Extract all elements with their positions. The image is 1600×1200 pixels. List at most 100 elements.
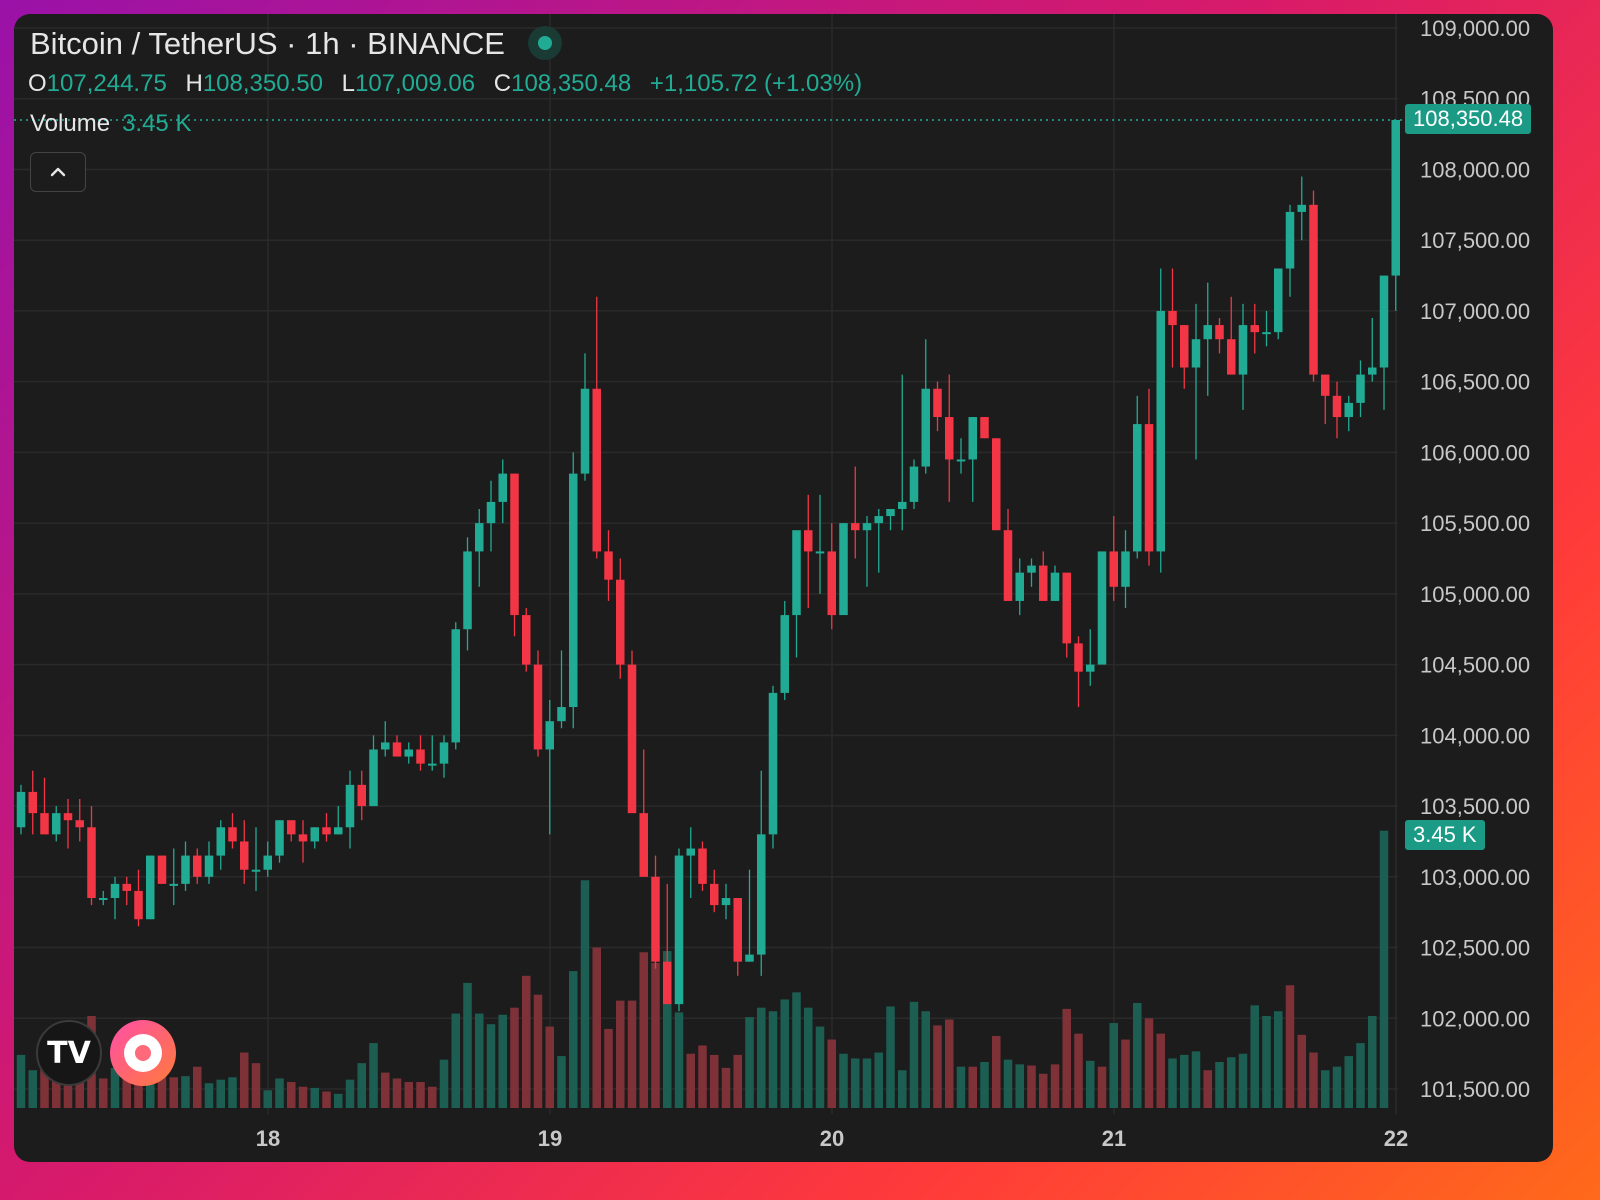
symbol-title[interactable]: Bitcoin / TetherUS · 1h · BINANCE: [30, 26, 505, 61]
candle-body: [851, 523, 860, 531]
candle-body: [1144, 424, 1154, 552]
volume-bar: [921, 1011, 930, 1108]
last-price-badge: 108,350.48: [1405, 103, 1532, 134]
volume-bar: [263, 1090, 272, 1108]
candle-body: [945, 417, 954, 460]
volume-bar: [510, 1007, 519, 1108]
candle-body: [580, 388, 590, 474]
volume-bar: [604, 1028, 613, 1108]
volume-bar: [933, 1025, 942, 1108]
candle-body: [28, 791, 37, 814]
candle-body: [698, 848, 707, 884]
open-label: O: [28, 70, 47, 97]
volume-bar: [592, 947, 601, 1108]
tradingview-logo-icon[interactable]: TV: [36, 1020, 102, 1086]
price-tick-label: 103,500.00: [1420, 794, 1530, 819]
high-value: 108,350.50: [202, 70, 323, 97]
candle-body: [392, 742, 402, 757]
volume-bar: [1356, 1043, 1365, 1108]
candle-body: [616, 579, 625, 665]
volume-bar: [122, 1077, 131, 1108]
candle-body: [1074, 643, 1083, 672]
price-tick-label: 108,000.00: [1420, 157, 1530, 182]
candle-body: [122, 883, 131, 891]
volume-bar: [287, 1082, 296, 1108]
volume-bar: [428, 1086, 437, 1108]
candle-body: [204, 855, 214, 877]
price-tick-label: 105,500.00: [1420, 511, 1530, 536]
status-dot-icon[interactable]: [528, 26, 562, 60]
candle-body: [992, 438, 1001, 531]
candle-body: [369, 749, 378, 807]
candle-body: [710, 883, 719, 906]
ohlc-legend: O107,244.75 H108,350.50 L107,009.06 C108…: [28, 70, 862, 98]
volume-bar: [639, 952, 648, 1108]
candle-body: [40, 813, 49, 835]
volume-bar: [275, 1078, 284, 1108]
candle-body: [134, 890, 143, 920]
volume-bar: [169, 1077, 178, 1108]
candle-body: [921, 388, 930, 467]
volume-bar: [310, 1087, 319, 1108]
volume-bar: [1285, 985, 1295, 1108]
time-tick-label: 22: [1384, 1126, 1408, 1151]
collapse-legend-button[interactable]: [30, 152, 86, 192]
candle-body: [815, 551, 825, 554]
volume-bar: [627, 1000, 637, 1108]
candle-body: [757, 834, 766, 955]
volume-bar: [1074, 1033, 1083, 1108]
time-tick-label: 20: [820, 1126, 844, 1151]
volume-bar: [815, 1026, 825, 1108]
candle-body: [439, 742, 449, 764]
volume-bar: [1321, 1070, 1330, 1108]
chevron-up-icon: [50, 167, 66, 177]
candle-body: [1250, 325, 1259, 333]
volume-bar: [663, 951, 672, 1108]
volume-bar: [381, 1072, 390, 1108]
volume-bar: [146, 1071, 155, 1108]
candle-body: [451, 629, 460, 743]
candle-body: [1015, 572, 1024, 601]
volume-bar: [99, 1078, 108, 1108]
volume-bar: [733, 1054, 742, 1108]
volume-bar: [1368, 1015, 1377, 1108]
candle-body: [486, 501, 496, 524]
volume-bar: [181, 1076, 190, 1108]
volume-bar: [1050, 1064, 1060, 1108]
price-tick-label: 103,000.00: [1420, 865, 1530, 890]
volume-bar: [827, 1039, 836, 1108]
candle-body: [1203, 325, 1212, 340]
volume-bar: [322, 1091, 331, 1108]
candle-body: [522, 615, 531, 665]
candle-body: [193, 855, 202, 877]
candle-body: [639, 813, 648, 877]
volume-bar: [1191, 1051, 1201, 1108]
candle-body: [1285, 211, 1295, 269]
candlestick-chart[interactable]: 109,000.00108,500.00108,000.00107,500.00…: [14, 14, 1553, 1162]
volume-bar: [1121, 1039, 1130, 1108]
candle-body: [1262, 332, 1271, 335]
candle-body: [1344, 402, 1353, 418]
volume-bar: [63, 1070, 73, 1108]
candle-body: [569, 473, 578, 708]
candle-body: [651, 876, 660, 962]
candle-body: [592, 388, 601, 552]
volume-bar: [451, 1013, 460, 1108]
candle-body: [298, 834, 308, 842]
candle-body: [263, 855, 272, 870]
volume-bar: [710, 1054, 719, 1108]
volume-bar: [545, 1026, 554, 1108]
candle-body: [1180, 325, 1189, 368]
candle-body: [533, 664, 543, 750]
price-tick-label: 102,500.00: [1420, 936, 1530, 961]
volume-bar: [1203, 1070, 1212, 1108]
volume-bar: [757, 1007, 766, 1108]
candle-body: [1039, 565, 1048, 601]
app-logo-icon[interactable]: [110, 1020, 176, 1086]
volume-bar: [792, 992, 801, 1108]
candle-body: [956, 459, 966, 462]
candle-body: [780, 615, 789, 693]
candle-body: [663, 961, 672, 1005]
volume-bar: [1086, 1060, 1095, 1108]
candle-body: [99, 898, 108, 901]
